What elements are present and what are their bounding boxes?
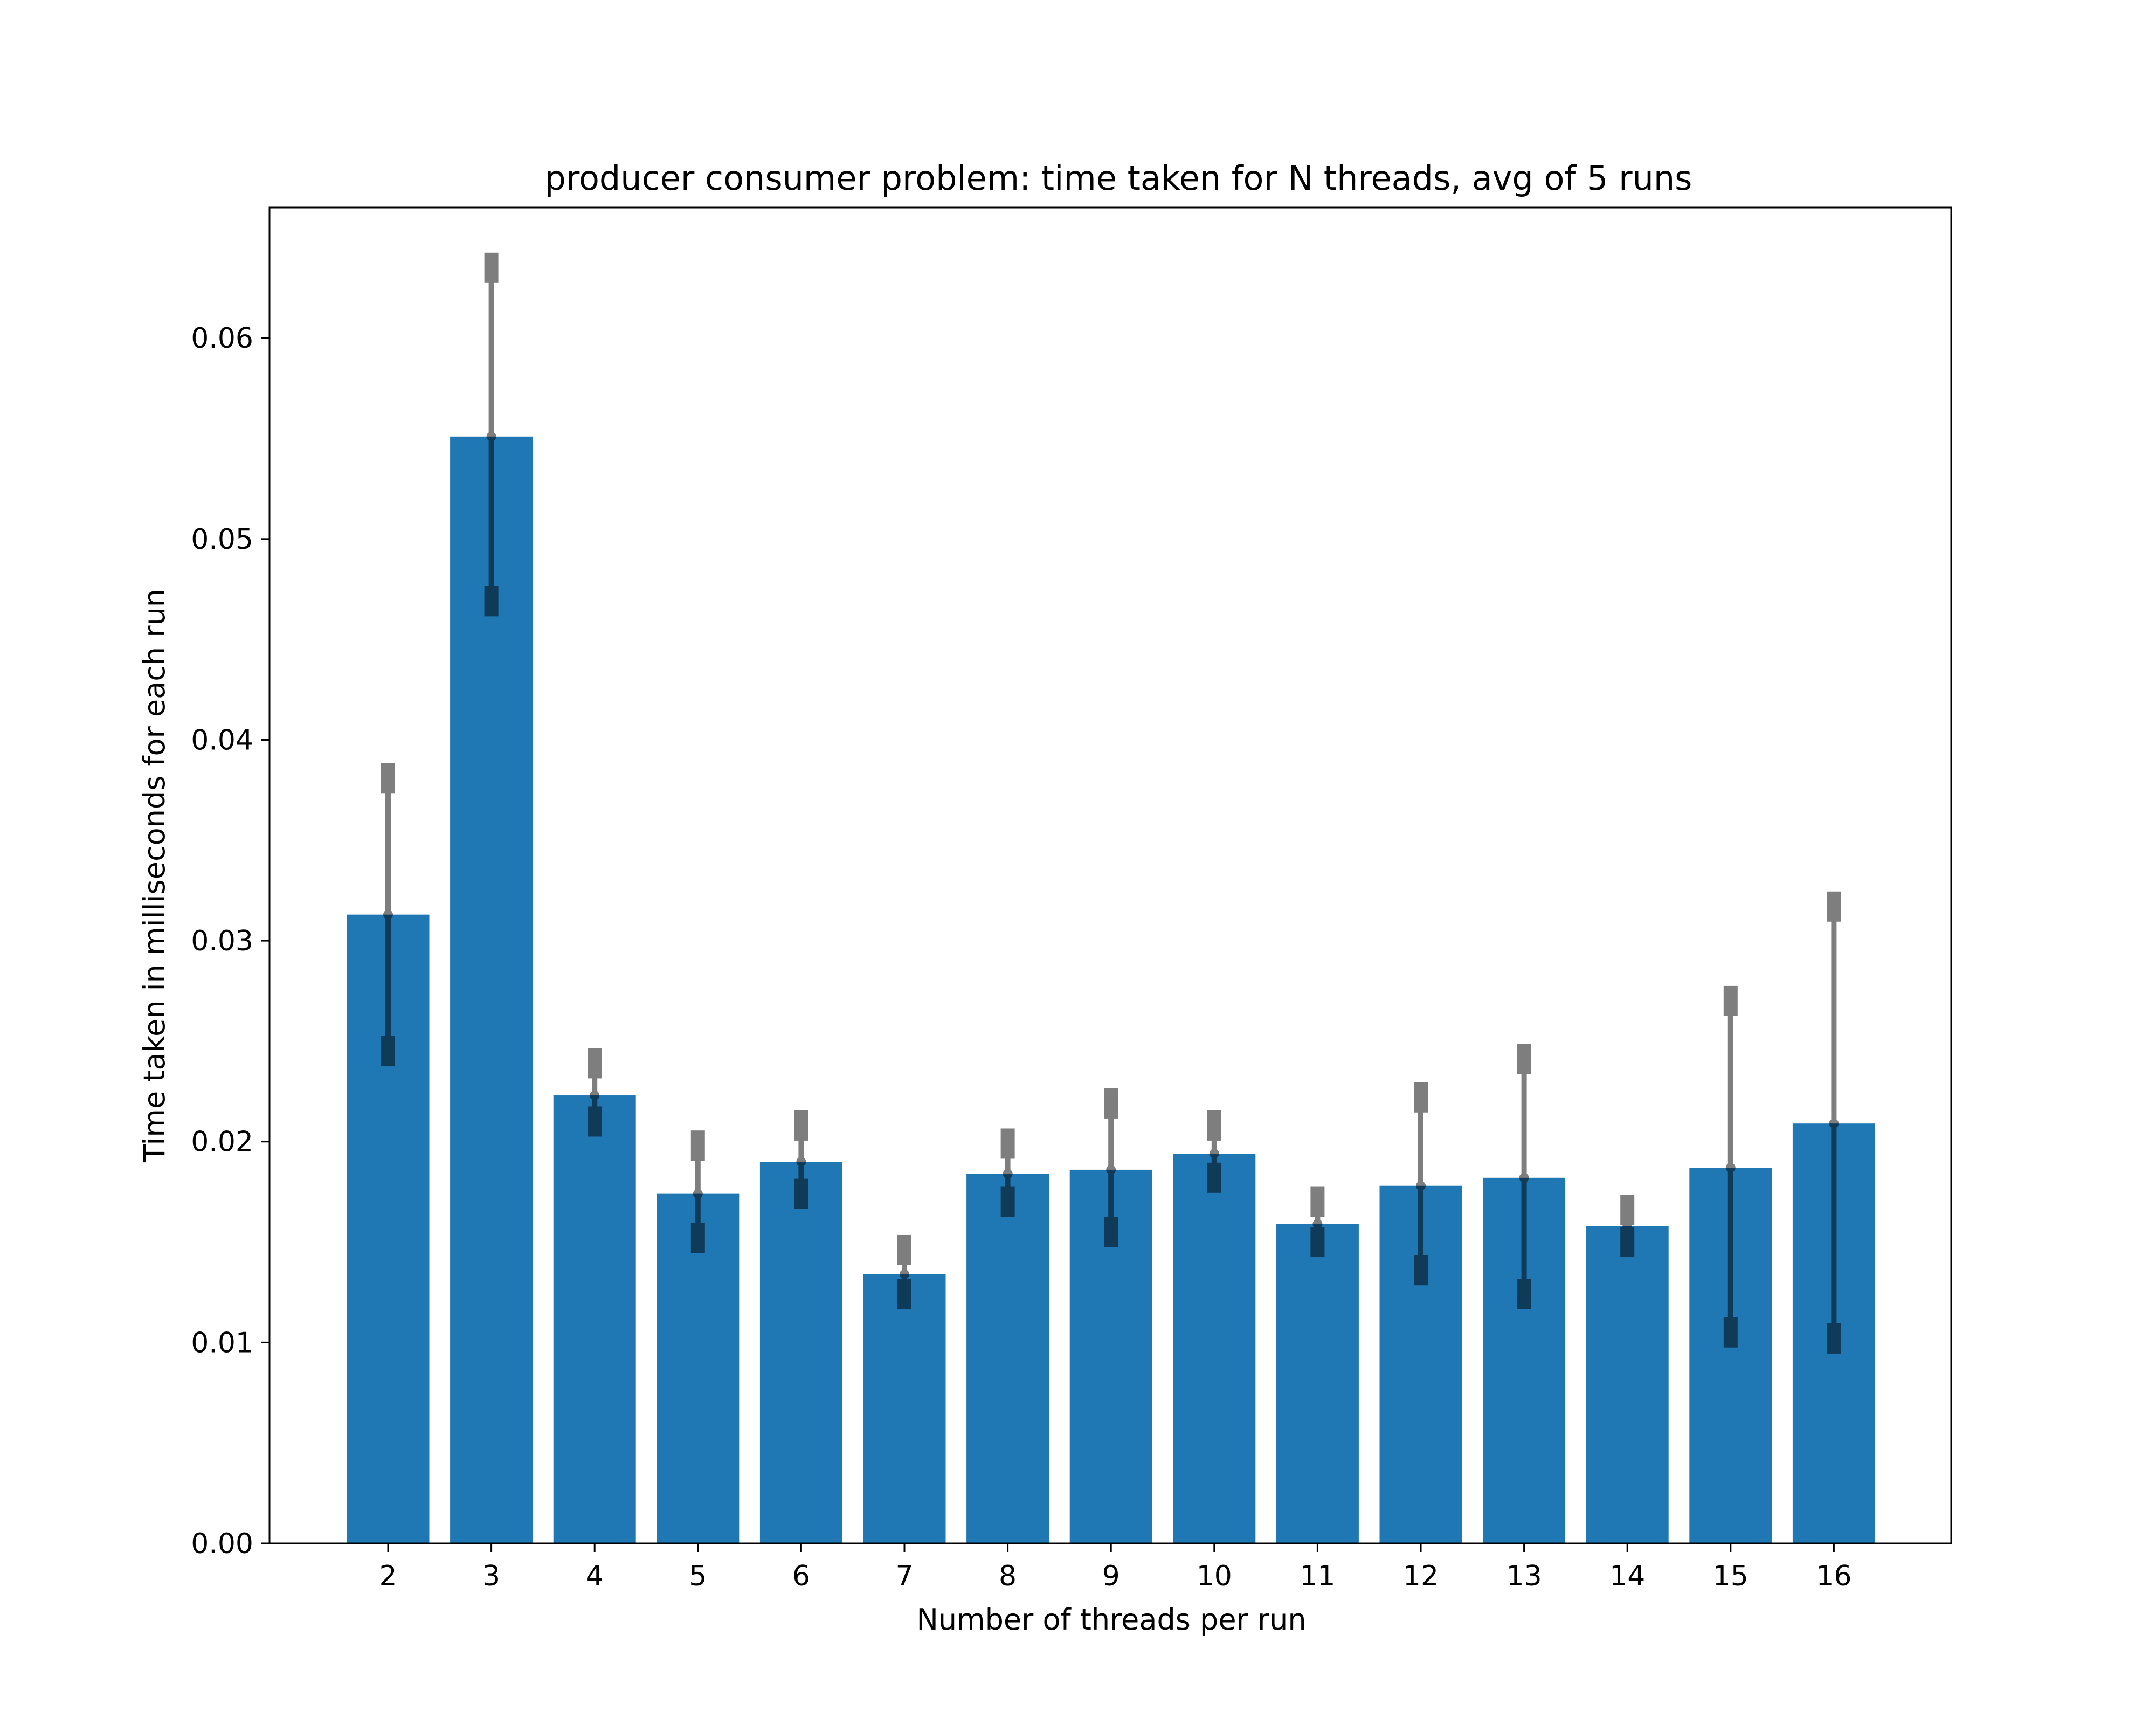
error-bar-center [1622, 1221, 1633, 1231]
error-bar-cap-top [897, 1234, 911, 1265]
bar-14 [1586, 1226, 1669, 1543]
x-tick-label-6: 6 [792, 1560, 810, 1592]
error-bar-cap-bottom [1000, 1186, 1015, 1217]
bars-group [347, 436, 1875, 1543]
error-bar-5 [690, 1130, 705, 1253]
error-bar-cap-top [690, 1130, 705, 1161]
x-tick-label-16: 16 [1816, 1560, 1851, 1592]
bar-10 [1173, 1154, 1256, 1543]
error-bar-cap-top [484, 252, 499, 283]
error-bar-7 [897, 1234, 911, 1309]
error-bar-cap-bottom [690, 1223, 705, 1253]
error-bar-cap-bottom [484, 586, 499, 617]
error-bar-13 [1517, 1044, 1531, 1309]
error-bars-group [381, 252, 1841, 1354]
y-tick-label-0.04: 0.04 [191, 724, 253, 756]
error-bar-cap-top [1620, 1195, 1635, 1225]
x-tick-label-7: 7 [895, 1560, 913, 1592]
error-bar-4 [588, 1048, 602, 1137]
error-bar-cap-bottom [1517, 1279, 1531, 1309]
error-bar-cap-bottom [794, 1178, 808, 1209]
error-bar-center [1519, 1172, 1529, 1183]
error-bar-cap-bottom [1207, 1162, 1221, 1193]
error-bar-cap-bottom [1620, 1227, 1635, 1258]
error-bar-9 [1104, 1088, 1118, 1247]
error-bar-center [900, 1269, 909, 1279]
error-bar-cap-top [1000, 1128, 1015, 1159]
error-bar-center [383, 909, 393, 920]
error-bar-center [796, 1157, 806, 1167]
error-bar-center [486, 431, 496, 441]
error-bar-cap-bottom [588, 1106, 602, 1137]
x-tick-label-4: 4 [586, 1560, 604, 1592]
error-bar-cap-top [1310, 1186, 1325, 1217]
error-bar-cap-top [1207, 1110, 1221, 1141]
error-bar-cap-top [1414, 1082, 1428, 1113]
x-tick-label-14: 14 [1609, 1560, 1645, 1592]
bar-6 [759, 1162, 842, 1543]
error-bar-cap-top [1723, 985, 1738, 1016]
x-tick-label-12: 12 [1403, 1560, 1439, 1592]
error-bar-cap-top [794, 1110, 808, 1141]
error-bar-14 [1620, 1195, 1635, 1258]
error-bar-cap-bottom [1104, 1217, 1118, 1247]
error-bar-6 [794, 1110, 808, 1209]
error-bar-10 [1207, 1110, 1221, 1193]
error-bar-15 [1723, 985, 1738, 1348]
error-bar-cap-top [1517, 1044, 1531, 1074]
error-bar-center [1725, 1163, 1736, 1173]
x-tick-label-11: 11 [1300, 1560, 1335, 1592]
x-axis: 2 3 4 5 6 7 8 9 10 11 12 13 14 15 16 [379, 1543, 1851, 1592]
bar-8 [966, 1174, 1049, 1543]
y-axis-label: Time taken in milliseconds for each run [137, 589, 171, 1163]
y-tick-label-0.06: 0.06 [191, 322, 253, 355]
bar-3 [450, 436, 533, 1543]
x-axis-label: Number of threads per run [916, 1603, 1306, 1637]
x-tick-label-13: 13 [1507, 1560, 1542, 1592]
y-axis: 0.00 0.01 0.02 0.03 0.04 0.05 0.06 [191, 322, 270, 1560]
x-tick-label-8: 8 [999, 1560, 1017, 1592]
error-bar-cap-top [1104, 1088, 1118, 1119]
y-tick-label-0.01: 0.01 [191, 1327, 253, 1359]
error-bar-11 [1310, 1186, 1325, 1258]
x-tick-label-2: 2 [379, 1560, 397, 1592]
bar-11 [1276, 1224, 1359, 1543]
error-bar-center [1416, 1181, 1426, 1191]
y-tick-label-0.00: 0.00 [191, 1528, 253, 1560]
error-bar-2 [381, 763, 395, 1067]
x-tick-label-10: 10 [1197, 1560, 1232, 1592]
error-bar-8 [1000, 1128, 1015, 1217]
error-bar-cap-top [588, 1048, 602, 1079]
error-bar-cap-top [381, 763, 395, 794]
error-bar-3 [484, 252, 499, 617]
error-bar-cap-bottom [381, 1036, 395, 1067]
x-tick-label-15: 15 [1713, 1560, 1749, 1592]
error-bar-center [1003, 1169, 1013, 1179]
bar-7 [863, 1274, 946, 1543]
y-tick-label-0.02: 0.02 [191, 1126, 253, 1158]
y-tick-label-0.03: 0.03 [191, 925, 253, 957]
error-bar-center [590, 1091, 600, 1101]
error-bar-center [1209, 1149, 1219, 1159]
y-tick-label-0.05: 0.05 [191, 523, 253, 556]
error-bar-cap-top [1827, 891, 1841, 922]
x-tick-label-5: 5 [689, 1560, 707, 1592]
error-bar-cap-bottom [1310, 1227, 1325, 1258]
error-bar-12 [1414, 1082, 1428, 1286]
error-bar-cap-bottom [1723, 1317, 1738, 1348]
error-bar-cap-bottom [897, 1279, 911, 1309]
bar-4 [553, 1095, 636, 1543]
chart-title: producer consumer problem: time taken fo… [545, 158, 1692, 198]
error-bar-center [1829, 1119, 1839, 1129]
error-bar-cap-bottom [1414, 1255, 1428, 1286]
error-bar-center [693, 1189, 703, 1199]
error-bar-cap-bottom [1827, 1323, 1841, 1354]
x-tick-label-3: 3 [482, 1560, 500, 1592]
x-tick-label-9: 9 [1102, 1560, 1120, 1592]
error-bar-center [1312, 1219, 1323, 1229]
error-bar-center [1106, 1164, 1116, 1175]
error-bar-16 [1827, 891, 1841, 1354]
